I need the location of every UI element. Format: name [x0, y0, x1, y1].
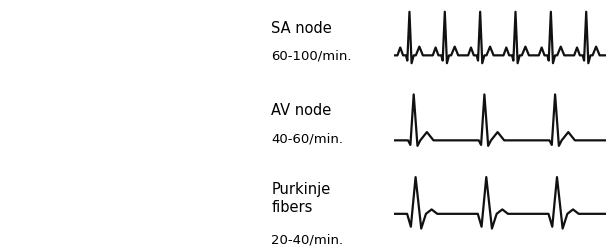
Text: 60-100/min.: 60-100/min. [271, 50, 351, 62]
Text: Purkinje
fibers: Purkinje fibers [271, 182, 330, 216]
Text: 40-60/min.: 40-60/min. [271, 132, 343, 145]
Text: SA node: SA node [271, 21, 332, 36]
Text: AV node: AV node [271, 103, 331, 118]
Text: 20-40/min.: 20-40/min. [271, 233, 344, 246]
